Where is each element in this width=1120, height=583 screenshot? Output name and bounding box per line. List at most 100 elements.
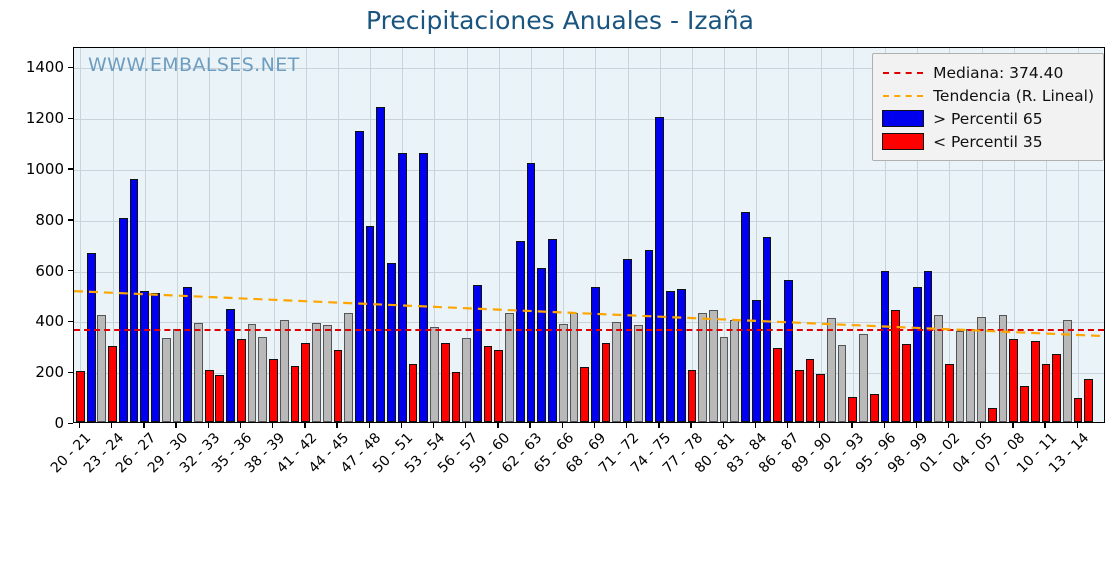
bar-mid [708, 310, 718, 422]
bar-high [751, 300, 761, 422]
dashed-orange-line-icon [882, 94, 924, 97]
y-tick-label: 800 [35, 210, 64, 229]
bar-high [387, 263, 396, 422]
bar-high [397, 152, 407, 422]
bar-low [601, 343, 611, 422]
bar-low [902, 344, 911, 422]
background-band [74, 48, 1104, 69]
gridline-horizontal [74, 119, 1104, 121]
y-tick-label: 400 [35, 312, 64, 331]
x-tick-mark [175, 423, 177, 428]
bar-high [741, 211, 750, 422]
gridline-vertical [145, 48, 146, 422]
background-band [74, 169, 1104, 221]
x-tick-mark [754, 423, 757, 428]
gridline-horizontal [74, 68, 1104, 70]
bar-mid [612, 321, 622, 422]
gridline-horizontal [74, 169, 1104, 171]
x-tick-mark [947, 423, 950, 428]
bar-high [419, 152, 429, 422]
bar-high [118, 217, 128, 422]
bar-mid [859, 334, 868, 422]
gridline-vertical [209, 48, 210, 422]
y-tick-mark [68, 168, 73, 170]
x-tick-mark [626, 423, 628, 428]
x-tick-mark [1012, 423, 1014, 428]
bar-low [794, 369, 804, 422]
bar-mid [462, 338, 471, 422]
bar-high [86, 253, 96, 422]
y-tick-label: 1000 [25, 159, 64, 178]
y-tick-mark [68, 270, 73, 272]
y-tick-label: 600 [35, 261, 64, 280]
x-tick-mark [786, 423, 789, 428]
bar-high [526, 162, 536, 422]
bar-low [687, 369, 697, 422]
x-tick-mark [400, 423, 403, 428]
y-tick-label: 0 [54, 414, 64, 432]
x-tick-mark [143, 423, 145, 428]
gridline-vertical [821, 48, 822, 422]
bar-high [365, 226, 375, 422]
x-tick-mark [432, 423, 435, 428]
red-swatch-icon [882, 133, 925, 150]
bar-high [590, 287, 600, 422]
chart-root: Precipitaciones Anuales - Izaña WWW.EMBA… [25, 6, 1105, 476]
bar-mid [344, 313, 353, 422]
bar-mid [633, 324, 643, 422]
x-tick-mark [690, 423, 692, 428]
gridline-vertical [499, 48, 500, 422]
gridline-vertical [1014, 48, 1015, 422]
bar-low [483, 345, 493, 422]
bar-low [773, 348, 783, 422]
bar-low [1030, 340, 1040, 422]
gridline-vertical [274, 48, 275, 422]
y-tick-mark [68, 219, 73, 221]
gridline-vertical [788, 48, 789, 422]
bar-mid [698, 312, 708, 422]
x-tick-mark [593, 423, 596, 428]
x-tick-mark [368, 423, 370, 428]
gridline-vertical [467, 48, 468, 422]
bar-high [676, 289, 686, 422]
bar-low [944, 363, 954, 422]
gridline-vertical [80, 48, 81, 422]
bar-low [290, 365, 300, 422]
bar-low [108, 345, 117, 422]
gridline-vertical [917, 48, 918, 422]
bar-low [1073, 397, 1083, 422]
x-tick-mark [1076, 423, 1078, 428]
bar-low [891, 310, 901, 422]
bar-low [869, 393, 879, 422]
gridline-vertical [338, 48, 339, 422]
x-tick-mark [465, 423, 467, 428]
bar-mid [558, 324, 568, 422]
bar-mid [312, 322, 321, 422]
bar-mid [998, 315, 1008, 422]
bar-mid [322, 324, 332, 422]
chart-title: Precipitaciones Anuales - Izaña [366, 6, 754, 35]
bar-mid [97, 315, 107, 422]
gridline-vertical [1078, 48, 1079, 422]
x-tick-mark [915, 423, 917, 428]
gridline-vertical [113, 48, 114, 422]
y-tick-mark [68, 371, 73, 373]
bar-high [784, 280, 793, 422]
bar-low [494, 349, 504, 422]
x-tick-mark [111, 423, 113, 428]
bar-low [236, 339, 246, 422]
legend-label-trend: Tendencia (R. Lineal) [933, 86, 1094, 105]
x-tick-mark [336, 423, 338, 428]
bar-mid [279, 320, 289, 422]
gridline-vertical [241, 48, 242, 422]
bar-mid [258, 336, 268, 422]
gridline-horizontal [74, 322, 1104, 324]
x-tick-mark [722, 423, 724, 428]
bar-low [987, 408, 997, 422]
bar-low [1084, 378, 1094, 422]
gridline-vertical [949, 48, 950, 422]
x-tick-mark [980, 423, 982, 428]
bar-low [1009, 339, 1019, 422]
bar-low [805, 358, 815, 422]
bar-high [183, 286, 193, 422]
